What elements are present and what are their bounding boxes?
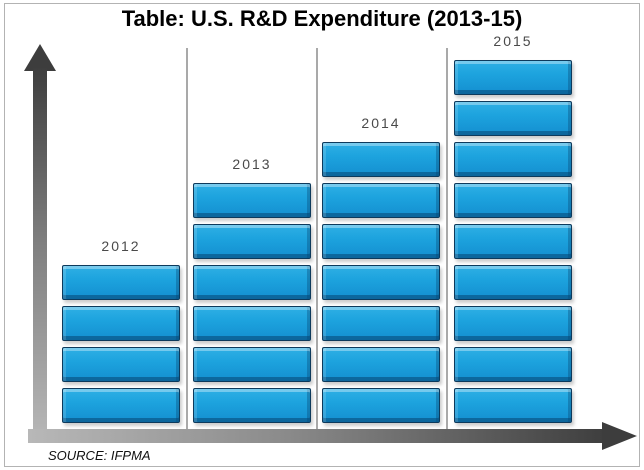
year-label-2012: 2012	[101, 238, 141, 254]
block-stack-2012	[62, 265, 180, 423]
y-axis-arrow-icon	[24, 44, 56, 71]
expenditure-block	[454, 388, 572, 423]
year-label-2013: 2013	[232, 156, 272, 172]
expenditure-block	[193, 347, 311, 382]
expenditure-block	[454, 224, 572, 259]
expenditure-block	[322, 142, 440, 177]
expenditure-block	[454, 60, 572, 95]
expenditure-block	[454, 265, 572, 300]
x-axis-arrow-icon	[602, 422, 637, 450]
expenditure-block	[322, 224, 440, 259]
bar-column-2013: 2013	[193, 156, 311, 423]
expenditure-block	[193, 183, 311, 218]
y-axis-line	[33, 68, 47, 443]
expenditure-block	[62, 347, 180, 382]
block-stack-2013	[193, 183, 311, 423]
expenditure-block	[454, 142, 572, 177]
expenditure-block	[193, 306, 311, 341]
expenditure-block	[322, 306, 440, 341]
bar-column-2015: 2015	[454, 33, 572, 423]
expenditure-block	[62, 306, 180, 341]
expenditure-block	[454, 347, 572, 382]
bar-column-2012: 2012	[62, 238, 180, 423]
expenditure-block	[454, 101, 572, 136]
expenditure-block	[322, 347, 440, 382]
expenditure-block	[193, 388, 311, 423]
column-separator-1	[186, 48, 188, 429]
year-label-2015: 2015	[493, 33, 533, 49]
source-note: SOURCE: IFPMA	[48, 448, 151, 463]
chart-title: Table: U.S. R&D Expenditure (2013-15)	[121, 6, 523, 31]
expenditure-block	[62, 265, 180, 300]
expenditure-block	[454, 183, 572, 218]
bar-column-2014: 2014	[322, 115, 440, 423]
expenditure-block	[322, 265, 440, 300]
column-separator-2	[316, 48, 318, 429]
year-label-2014: 2014	[361, 115, 401, 131]
block-stack-2014	[322, 142, 440, 423]
expenditure-block	[193, 224, 311, 259]
expenditure-block	[193, 265, 311, 300]
expenditure-block	[322, 388, 440, 423]
expenditure-block	[454, 306, 572, 341]
x-axis-line	[28, 429, 606, 443]
column-separator-3	[446, 48, 448, 429]
block-stack-2015	[454, 60, 572, 423]
expenditure-block	[322, 183, 440, 218]
expenditure-block	[62, 388, 180, 423]
